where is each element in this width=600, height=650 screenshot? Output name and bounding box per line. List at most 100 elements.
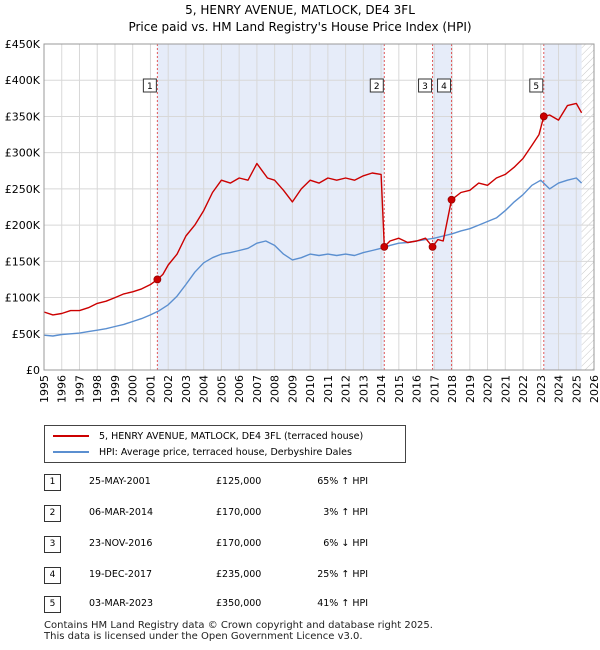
y-tick-label: £100K: [5, 292, 41, 305]
x-tick-label: 2002: [162, 375, 175, 403]
y-tick-label: £250K: [5, 183, 41, 196]
x-tick-label: 1998: [91, 375, 104, 403]
x-tick-label: 2009: [286, 375, 299, 403]
x-tick-label: 1999: [109, 375, 122, 403]
chart-subtitle: Price paid vs. HM Land Registry's House …: [128, 20, 472, 34]
footer-licence: This data is licensed under the Open Gov…: [44, 631, 363, 642]
chart-title: 5, HENRY AVENUE, MATLOCK, DE4 3FL: [185, 3, 415, 17]
x-tick-label: 2007: [251, 375, 264, 403]
x-tick-label: 2008: [269, 375, 282, 403]
hpi-line: [43, 177, 583, 337]
x-tick-label: 2004: [198, 375, 211, 403]
sale-point: [153, 275, 162, 284]
legend-label-hpi: HPI: Average price, terraced house, Derb…: [99, 446, 352, 458]
legend-line-hpi: [53, 451, 89, 453]
x-tick-label: 2005: [215, 375, 228, 403]
legend-label-property: 5, HENRY AVENUE, MATLOCK, DE4 3FL (terra…: [99, 430, 364, 442]
price-chart: 1 2 3 4 5 £0 £50K £100K £150K £200K £250K £300K £35…: [5, 38, 600, 403]
x-tick-label: 2006: [233, 375, 246, 403]
ownership-band: [543, 44, 582, 370]
sale-price: £170,000: [216, 507, 262, 518]
sale-date: 19-DEC-2017: [89, 569, 153, 580]
x-tick-label: 2014: [375, 375, 388, 403]
table-row: 5 03-MAR-2023 £350,000 41% ↑ HPI: [44, 596, 464, 613]
legend-line-property: [53, 435, 89, 437]
chart-title-block: 5, HENRY AVENUE, MATLOCK, DE4 3FL Price …: [0, 2, 600, 36]
x-tick-label: 2016: [411, 375, 424, 403]
footer-attribution: Contains HM Land Registry data © Crown c…: [44, 620, 433, 642]
legend-item-hpi: HPI: Average price, terraced house, Derb…: [53, 445, 352, 459]
forecast-hatch: [581, 44, 594, 370]
x-tick-label: 2011: [322, 375, 335, 403]
y-tick-label: £50K: [12, 328, 41, 341]
x-tick-label: 2018: [446, 375, 459, 403]
sale-marker-box: [369, 78, 384, 93]
sale-number-badge: 2: [44, 505, 61, 522]
y-tick-label: £300K: [5, 147, 41, 160]
sale-date: 06-MAR-2014: [89, 507, 154, 518]
sale-point: [539, 112, 548, 121]
sale-price: £125,000: [216, 476, 262, 487]
x-tick-label: 2013: [357, 375, 370, 403]
footer-copyright: Contains HM Land Registry data © Crown c…: [44, 620, 433, 631]
sale-hpi-change: 65% ↑ HPI: [317, 476, 368, 487]
x-tick-label: 2025: [570, 375, 583, 403]
sale-marker-box: [142, 78, 157, 93]
x-tick-label: 2026: [588, 375, 600, 403]
x-tick-label: 2012: [340, 375, 353, 403]
sale-marker-label: 2: [374, 82, 380, 92]
sale-hpi-change: 3% ↑ HPI: [323, 507, 368, 518]
y-tick-label: £0: [26, 364, 40, 377]
chart-legend: 5, HENRY AVENUE, MATLOCK, DE4 3FL (terra…: [44, 425, 406, 463]
x-tick-label: 2021: [499, 375, 512, 403]
x-tick-label: 2022: [517, 375, 530, 403]
sale-marker-label: 3: [422, 82, 428, 92]
sale-number-badge: 3: [44, 536, 61, 553]
table-row: 2 06-MAR-2014 £170,000 3% ↑ HPI: [44, 505, 464, 522]
x-tick-label: 1997: [73, 375, 86, 403]
x-tick-label: 1996: [56, 375, 69, 403]
sale-number-badge: 4: [44, 567, 61, 584]
plot-frame: [43, 43, 595, 371]
x-tick-label: 2020: [482, 375, 495, 403]
sale-marker-label: 1: [147, 82, 153, 92]
ownership-band: [157, 44, 385, 370]
y-tick-label: £400K: [5, 74, 41, 87]
sale-price: £170,000: [216, 538, 262, 549]
x-tick-label: 2003: [180, 375, 193, 403]
sale-date: 25-MAY-2001: [89, 476, 151, 487]
x-tick-label: 2019: [464, 375, 477, 403]
sale-point: [447, 195, 456, 204]
sale-marker-label: 4: [441, 82, 447, 92]
property-price-line: [43, 102, 583, 316]
x-tick-label: 1995: [38, 375, 51, 403]
sale-date: 23-NOV-2016: [89, 538, 153, 549]
sale-hpi-change: 41% ↑ HPI: [317, 598, 368, 609]
sale-marker-box: [437, 78, 452, 93]
sale-number-badge: 1: [44, 474, 61, 491]
sale-price: £235,000: [216, 569, 262, 580]
sale-number-badge: 5: [44, 596, 61, 613]
y-tick-label: £150K: [5, 255, 41, 268]
sale-marker-box: [529, 78, 544, 93]
table-row: 1 25-MAY-2001 £125,000 65% ↑ HPI: [44, 474, 464, 491]
sale-date: 03-MAR-2023: [89, 598, 154, 609]
sale-point: [428, 242, 437, 251]
sale-hpi-change: 6% ↓ HPI: [323, 538, 368, 549]
sale-marker-label: 5: [533, 82, 539, 92]
y-tick-label: £450K: [5, 38, 41, 51]
x-tick-label: 2015: [393, 375, 406, 403]
x-tick-label: 2017: [428, 375, 441, 403]
table-row: 3 23-NOV-2016 £170,000 6% ↓ HPI: [44, 536, 464, 553]
x-tick-label: 2010: [304, 375, 317, 403]
x-tick-label: 2001: [144, 375, 157, 403]
sale-hpi-change: 25% ↑ HPI: [317, 569, 368, 580]
sale-point: [380, 242, 389, 251]
y-tick-label: £350K: [5, 110, 41, 123]
x-tick-label: 2023: [535, 375, 548, 403]
legend-item-property: 5, HENRY AVENUE, MATLOCK, DE4 3FL (terra…: [53, 429, 363, 443]
y-tick-label: £200K: [5, 219, 41, 232]
ownership-band: [432, 44, 452, 370]
table-row: 4 19-DEC-2017 £235,000 25% ↑ HPI: [44, 567, 464, 584]
x-tick-label: 2024: [553, 375, 566, 403]
